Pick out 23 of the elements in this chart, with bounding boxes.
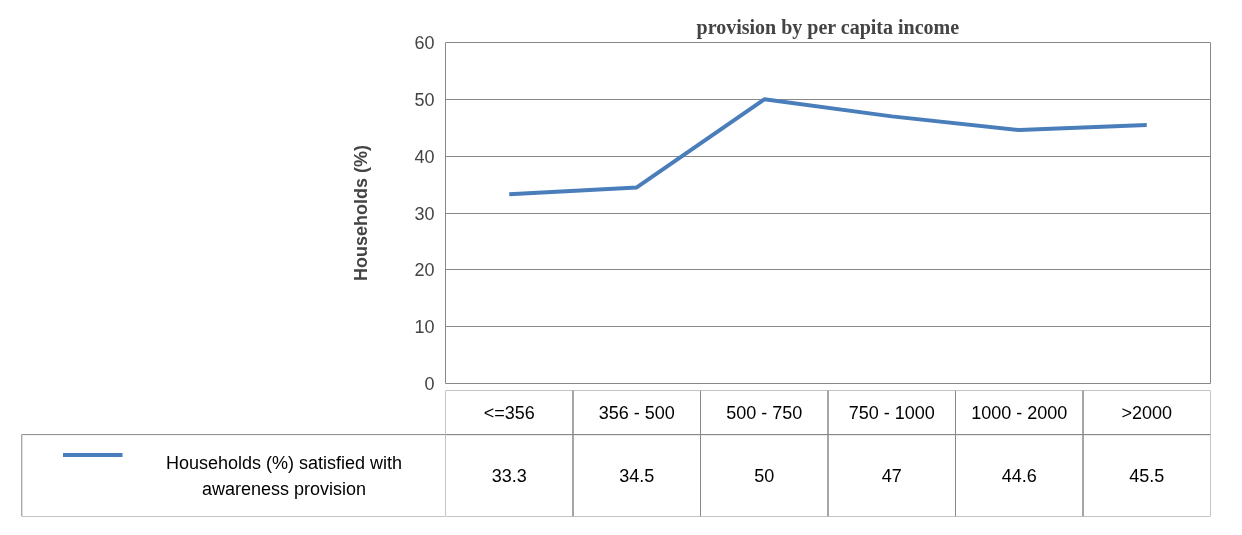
data-label: 34.5 (619, 466, 655, 487)
y-tick-label: 30 (414, 203, 435, 224)
y-tick-label: 60 (414, 33, 435, 53)
chart-title: provision by per capita income (696, 15, 960, 39)
y-tick-label: 40 (414, 146, 435, 167)
text: Households (%) satisfied with awareness provision (165, 452, 403, 499)
y-tick-label: 20 (414, 260, 435, 281)
data-label: 50 (754, 466, 775, 487)
x-tick-label: 500 - 750 (726, 402, 803, 423)
x-tick-label: 1000 - 2000 (971, 402, 1068, 423)
x-tick-label: >2000 (1121, 402, 1173, 423)
line-series (507, 97, 1149, 197)
y-tick-label: 10 (414, 317, 435, 338)
data-label: 47 (881, 466, 902, 487)
x-tick-label: <=356 (483, 402, 535, 423)
y-tick-label: 50 (414, 89, 435, 110)
y-axis-title: Households (%) (351, 144, 372, 281)
y-tick-label: 0 (424, 374, 435, 394)
data-label: 45.5 (1129, 466, 1165, 487)
x-tick-label: 750 - 1000 (848, 402, 935, 423)
x-tick-label: 356 - 500 (598, 402, 675, 423)
data-label: 44.6 (1001, 466, 1037, 487)
data-label: 33.3 (491, 466, 527, 487)
